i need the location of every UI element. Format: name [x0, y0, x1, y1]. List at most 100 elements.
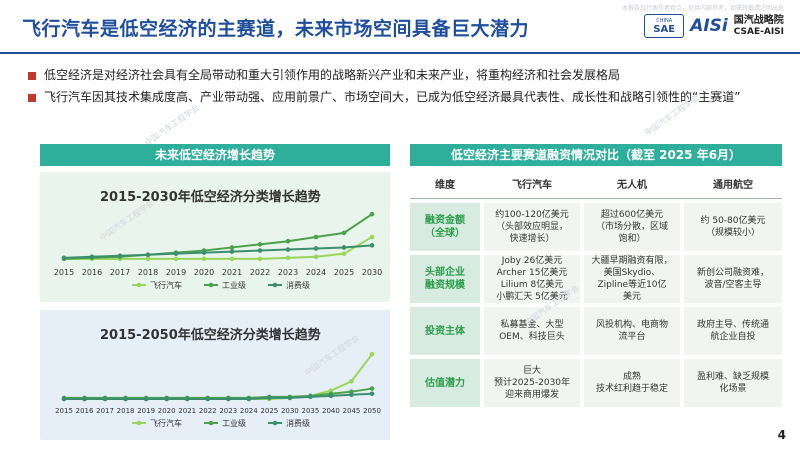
x-tick-label: 2016: [76, 407, 94, 415]
chart-2050-box: 2015-2050年低空经济分类增长趋势 2015 2016 2017 2018 201…: [40, 310, 390, 440]
legend-marker: [208, 420, 214, 426]
page-title: 飞行汽车是低空经济的主赛道，未来市场空间具备巨大潜力: [22, 18, 530, 40]
table-header-divider: [410, 198, 782, 199]
data-point: [257, 248, 263, 253]
china-sae-logo-icon: CHINA SAE: [644, 14, 685, 38]
data-point: [341, 251, 347, 256]
legend-marker: [272, 282, 278, 288]
x-tick-label: 2016: [82, 268, 102, 277]
data-point: [173, 256, 179, 262]
data-point: [328, 393, 334, 399]
data-point: [61, 396, 67, 402]
table-row: 头部企业 融资规模 Joby 26亿美元 Archer 15亿美元 Lilium 8亿美…: [410, 255, 782, 303]
data-point: [341, 230, 347, 236]
data-point: [369, 351, 375, 357]
data-point: [229, 245, 235, 250]
left-panel-title: 未来低空经济增长趋势: [40, 144, 390, 166]
header-divider: [0, 52, 800, 54]
x-tick-label: 2019: [137, 407, 155, 415]
legend-marker: [208, 282, 214, 288]
data-point: [205, 396, 211, 402]
bullet-text: 飞行汽车因其技术集成度高、产业带动强、应用前景广、市场空间大，已成为低空经济最具…: [44, 90, 741, 104]
data-point: [145, 252, 151, 258]
series-line-2: [64, 387, 373, 399]
table-cell: 成熟 技术红利趋于稳定: [584, 359, 680, 407]
legend-label: 工业级: [222, 418, 246, 428]
series-line-3: [64, 392, 373, 400]
data-point: [164, 396, 169, 402]
logo-china-text: CHINA: [656, 17, 673, 24]
chart-2050-svg: 2015 2016 2017 2018 2019 2020 2021 2022 2023 2024…: [55, 351, 381, 428]
legend-marker: [272, 420, 278, 426]
x-tick-label: 2035: [301, 407, 319, 415]
data-point: [184, 396, 190, 402]
legend-label: 飞行汽车: [150, 280, 182, 290]
x-tick-label: 2017: [110, 268, 130, 277]
legend-marker: [136, 282, 142, 288]
data-point: [313, 246, 319, 251]
chart-2030-svg: 2015 2016 2017 2018 2019 2020 2021 2022 2023 2024…: [54, 211, 382, 290]
legend-label: 工业级: [222, 280, 246, 290]
legend-label: 消费级: [286, 418, 310, 428]
data-point: [369, 391, 375, 397]
data-point: [341, 245, 347, 250]
series-line-3: [63, 244, 373, 259]
series-line-1: [64, 236, 373, 260]
x-tick-label: 2017: [96, 407, 114, 415]
x-tick-label: 2045: [343, 407, 361, 415]
table-cell: 私募基金、大型 OEM、科技巨头: [484, 307, 580, 355]
x-tick-label: 2015: [55, 407, 73, 415]
data-point: [102, 396, 108, 402]
data-point: [267, 395, 272, 401]
data-point: [117, 253, 123, 259]
data-point: [225, 396, 231, 402]
table-category-cell: 估值潜力: [410, 359, 480, 407]
table-header-cell: 通用航空: [713, 180, 753, 191]
x-tick-label: 2020: [194, 268, 214, 277]
table-cell: 大疆早期融资有限， 美国Skydio、 Zipline等近10亿 美元: [584, 255, 680, 303]
legend-label: 消费级: [286, 280, 310, 290]
table-row: 估值潜力 巨大 预计2025-2030年 迎来商用爆发 成熟 技术红利趋于稳定 盈利难、缺乏…: [410, 359, 782, 407]
data-point: [257, 256, 263, 262]
data-point: [285, 255, 291, 261]
table-cell: 超过600亿美元 （市场分散，区域 饱和）: [584, 203, 680, 251]
x-tick-label: 2025: [260, 407, 278, 415]
data-point: [285, 247, 291, 252]
bullet-item: 飞行汽车因其技术集成度高、产业带动强、应用前景广、市场空间大，已成为低空经济最具…: [28, 88, 778, 107]
table-header-row: 维度 飞行汽车 无人机 通用航空: [410, 174, 782, 198]
x-tick-label: 2024: [306, 268, 326, 277]
x-tick-label: 2021: [222, 268, 242, 277]
table-header-cell: 飞行汽车: [512, 180, 552, 191]
data-point: [369, 243, 375, 248]
data-point: [201, 250, 207, 255]
legend-marker: [136, 420, 142, 426]
data-point: [229, 256, 235, 262]
table-cell: Joby 26亿美元 Archer 15亿美元 Lilium 8亿美元 小鹏汇天 5亿…: [484, 255, 580, 303]
csae-aisi-logo: CHINA SAE AISi 国汽战略院 CSAE-AISI: [644, 14, 784, 38]
data-point: [369, 211, 375, 217]
table-category-cell: 融资金额 （全球）: [410, 203, 480, 251]
data-point: [145, 256, 151, 262]
bullet-square-icon: [28, 94, 36, 102]
x-tick-label: 2019: [166, 268, 186, 277]
logo-en-text: CSAE-AISI: [733, 26, 784, 37]
data-point: [229, 249, 235, 254]
right-panel-title: 低空经济主要赛道融资情况对比（截至 2025 年6月）: [410, 144, 782, 166]
table-row: 投资主体 私募基金、大型 OEM、科技巨头 风投机构、电商物 流平台 政府主导、传统通 航企…: [410, 307, 782, 355]
table-cell: 盈利难、缺乏规模 化场景: [684, 359, 782, 407]
data-point: [349, 392, 354, 398]
data-point: [61, 255, 67, 261]
data-point: [287, 395, 293, 401]
x-tick-label: 2023: [219, 407, 237, 415]
bullet-list: 低空经济是对经济社会具有全局带动和重大引领作用的战略新兴产业和未来产业，将重构经…: [28, 66, 778, 110]
bullet-text: 低空经济是对经济社会具有全局带动和重大引领作用的战略新兴产业和未来产业，将重构经…: [44, 68, 621, 82]
table-cell: 巨大 预计2025-2030年 迎来商用爆发: [484, 359, 580, 407]
x-tick-label: 2022: [250, 268, 270, 277]
data-point: [123, 396, 128, 402]
x-tick-label: 2020: [158, 407, 176, 415]
table-cell: 约100-120亿美元 （头部效应明显， 快速增长）: [484, 203, 580, 251]
bullet-square-icon: [28, 72, 36, 80]
data-point: [313, 254, 319, 260]
table-cell: 约 50-80亿美元 （规模较小）: [684, 203, 782, 251]
chart-2030-title: 2015-2030年低空经济分类增长趋势: [100, 190, 321, 205]
